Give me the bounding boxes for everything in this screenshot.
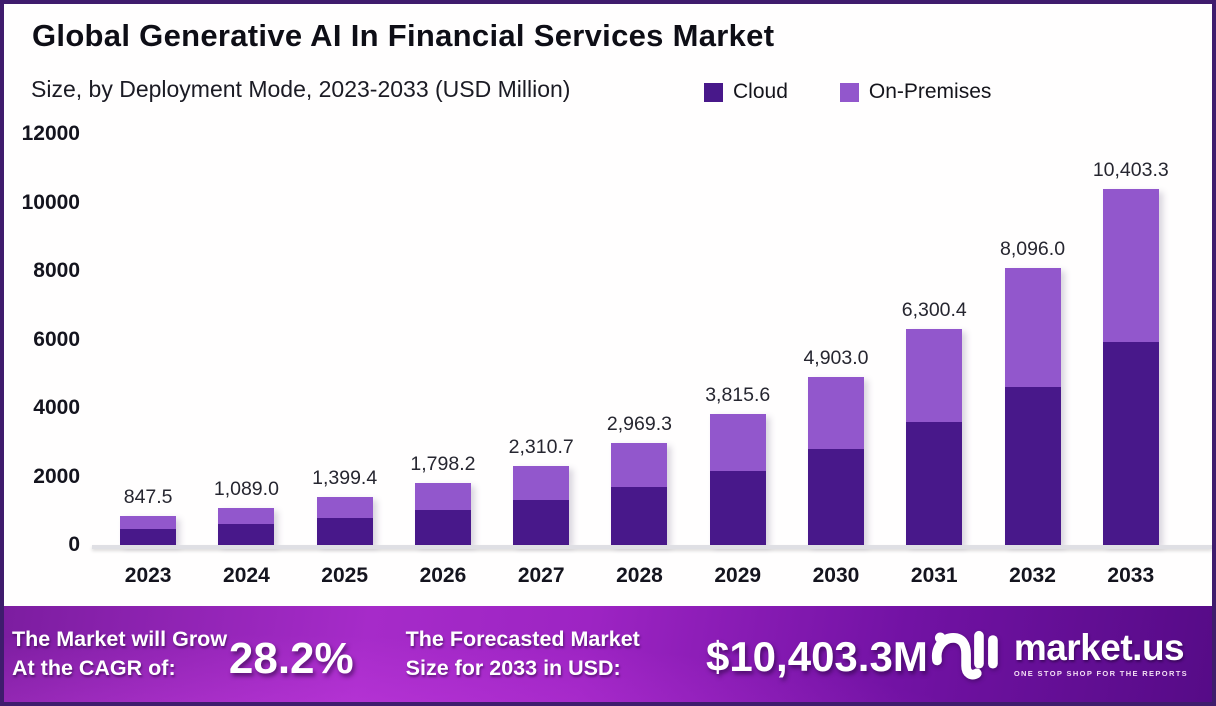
x-axis-label-2026: 2026 — [419, 564, 467, 587]
cloud-swatch-icon — [704, 82, 723, 102]
x-axis-label-2024: 2024 — [223, 564, 270, 587]
onpremises-swatch-icon — [839, 82, 859, 102]
legend-label-cloud: Cloud — [733, 80, 788, 103]
page-title: Global Generative AI In Financial Servic… — [32, 18, 775, 53]
y-axis-tick-2000: 2000 — [33, 464, 80, 488]
brand-logo: market.us ONE STOP SHOP FOR THE REPORTS — [928, 625, 1188, 683]
bar-onpremises-2031 — [906, 329, 963, 422]
bar-total-label-2029: 3,815.6 — [705, 384, 771, 407]
bar-total-label-2028: 2,969.3 — [606, 413, 672, 436]
bar-total-label-2027: 2,310.7 — [508, 435, 574, 458]
bar-cloud-2032 — [1004, 386, 1061, 545]
bar-group-2026: 1,798.2 — [394, 134, 492, 545]
bar-cloud-2028 — [611, 487, 668, 545]
bar-total-label-2023: 847.5 — [123, 486, 173, 508]
bar-onpremises-2025 — [316, 497, 373, 518]
x-axis-label-2029: 2029 — [714, 564, 762, 587]
bar-cloud-2031 — [906, 422, 963, 545]
bar-cloud-2029 — [709, 470, 766, 545]
chart-legend: Cloud On-Premises — [704, 80, 991, 104]
x-axis-label-2023: 2023 — [124, 564, 172, 587]
cagr-label-line1: The Market will Grow — [12, 626, 228, 651]
bar-group-2024: 1,089.0 — [197, 134, 295, 545]
bar-total-label-2032: 8,096.0 — [999, 237, 1066, 260]
x-axis-line — [92, 545, 1212, 549]
y-axis-tick-6000: 6000 — [33, 327, 80, 351]
y-axis-tick-4000: 4000 — [33, 396, 80, 419]
bar-onpremises-2027 — [513, 465, 570, 500]
forecast-value: $10,403.3M — [705, 633, 928, 680]
x-axis-label-2030: 2030 — [812, 564, 860, 587]
x-axis-label-2031: 2031 — [910, 564, 958, 587]
y-axis-tick-12000: 12000 — [21, 122, 80, 145]
x-axis-label-2032: 2032 — [1009, 564, 1056, 587]
bar-cloud-2027 — [513, 499, 570, 545]
y-axis-tick-8000: 8000 — [33, 259, 80, 282]
y-axis-tick-10000: 10000 — [21, 190, 80, 214]
bar-group-2023: 847.5 — [99, 134, 197, 545]
x-axis-label-2027: 2027 — [517, 564, 565, 587]
bar-total-label-2031: 6,300.4 — [901, 299, 967, 322]
bar-group-2030: 4,903.0 — [787, 134, 885, 545]
bar-onpremises-2030 — [807, 377, 864, 450]
footer-banner: The Market will Grow At the CAGR of: 28.… — [4, 606, 1212, 702]
bar-cloud-2024 — [218, 523, 275, 545]
bar-cloud-2026 — [414, 509, 471, 545]
bar-series: 847.5 1,089.0 1,399.4 1,798.2 2,310.7 2,969.3… — [99, 134, 1180, 545]
bar-group-2027: 2,310.7 — [492, 134, 590, 545]
plot-area: 0 2000 4000 6000 8000 10000 12000 847.5 1,089.0… — [4, 122, 1212, 614]
bar-group-2033: 10,403.3 — [1082, 134, 1180, 545]
bar-cloud-2033 — [1102, 341, 1159, 545]
bar-group-2031: 6,300.4 — [885, 134, 983, 545]
x-axis-label-2028: 2028 — [616, 564, 663, 587]
bar-total-label-2024: 1,089.0 — [213, 477, 279, 500]
bar-cloud-2025 — [316, 517, 373, 545]
marketus-logo-icon — [931, 630, 998, 680]
bar-total-label-2026: 1,798.2 — [410, 453, 476, 476]
bar-group-2025: 1,399.4 — [296, 134, 394, 545]
bar-onpremises-2026 — [414, 483, 471, 510]
forecast-label: The Forecasted Market Size for 2033 in U… — [406, 625, 680, 683]
bar-total-label-2025: 1,399.4 — [312, 467, 378, 490]
forecast-label-line2: Size for 2033 in USD: — [405, 656, 621, 680]
legend-item-onpremises: On-Premises — [839, 80, 992, 104]
brand-text: market.us ONE STOP SHOP FOR THE REPORTS — [1013, 627, 1188, 678]
brand-name: market.us — [1013, 627, 1185, 669]
bar-total-label-2030: 4,903.0 — [803, 347, 869, 370]
bar-total-label-2033: 10,403.3 — [1092, 158, 1169, 181]
bar-onpremises-2029 — [709, 414, 766, 471]
x-axis-labels: 2023 2024 2025 2026 2027 2028 2029 2030 2031 2032… — [99, 564, 1180, 588]
bar-group-2029: 3,815.6 — [689, 134, 787, 545]
bar-cloud-2023 — [120, 528, 177, 545]
forecast-label-line1: The Forecasted Market — [405, 626, 640, 651]
brand-tagline: ONE STOP SHOP FOR THE REPORTS — [1013, 668, 1188, 678]
y-axis-tick-0: 0 — [68, 533, 80, 556]
legend-label-onpremises: On-Premises — [868, 80, 992, 103]
bar-onpremises-2028 — [611, 443, 668, 487]
x-axis-label-2033: 2033 — [1107, 564, 1155, 587]
x-axis-label-2025: 2025 — [321, 564, 369, 587]
legend-item-cloud: Cloud — [704, 80, 788, 104]
cagr-label-line2: At the CAGR of: — [12, 656, 176, 680]
bar-group-2028: 2,969.3 — [590, 134, 688, 545]
bar-cloud-2030 — [807, 449, 864, 545]
cagr-label: The Market will Grow At the CAGR of: — [12, 625, 229, 683]
bar-onpremises-2033 — [1102, 188, 1159, 342]
bar-onpremises-2032 — [1004, 267, 1061, 387]
cagr-value: 28.2% — [228, 634, 354, 683]
chart-subtitle: Size, by Deployment Mode, 2023-2033 (USD… — [31, 76, 571, 102]
bar-onpremises-2023 — [120, 516, 177, 529]
bar-onpremises-2024 — [218, 507, 275, 524]
bar-group-2032: 8,096.0 — [983, 134, 1081, 545]
